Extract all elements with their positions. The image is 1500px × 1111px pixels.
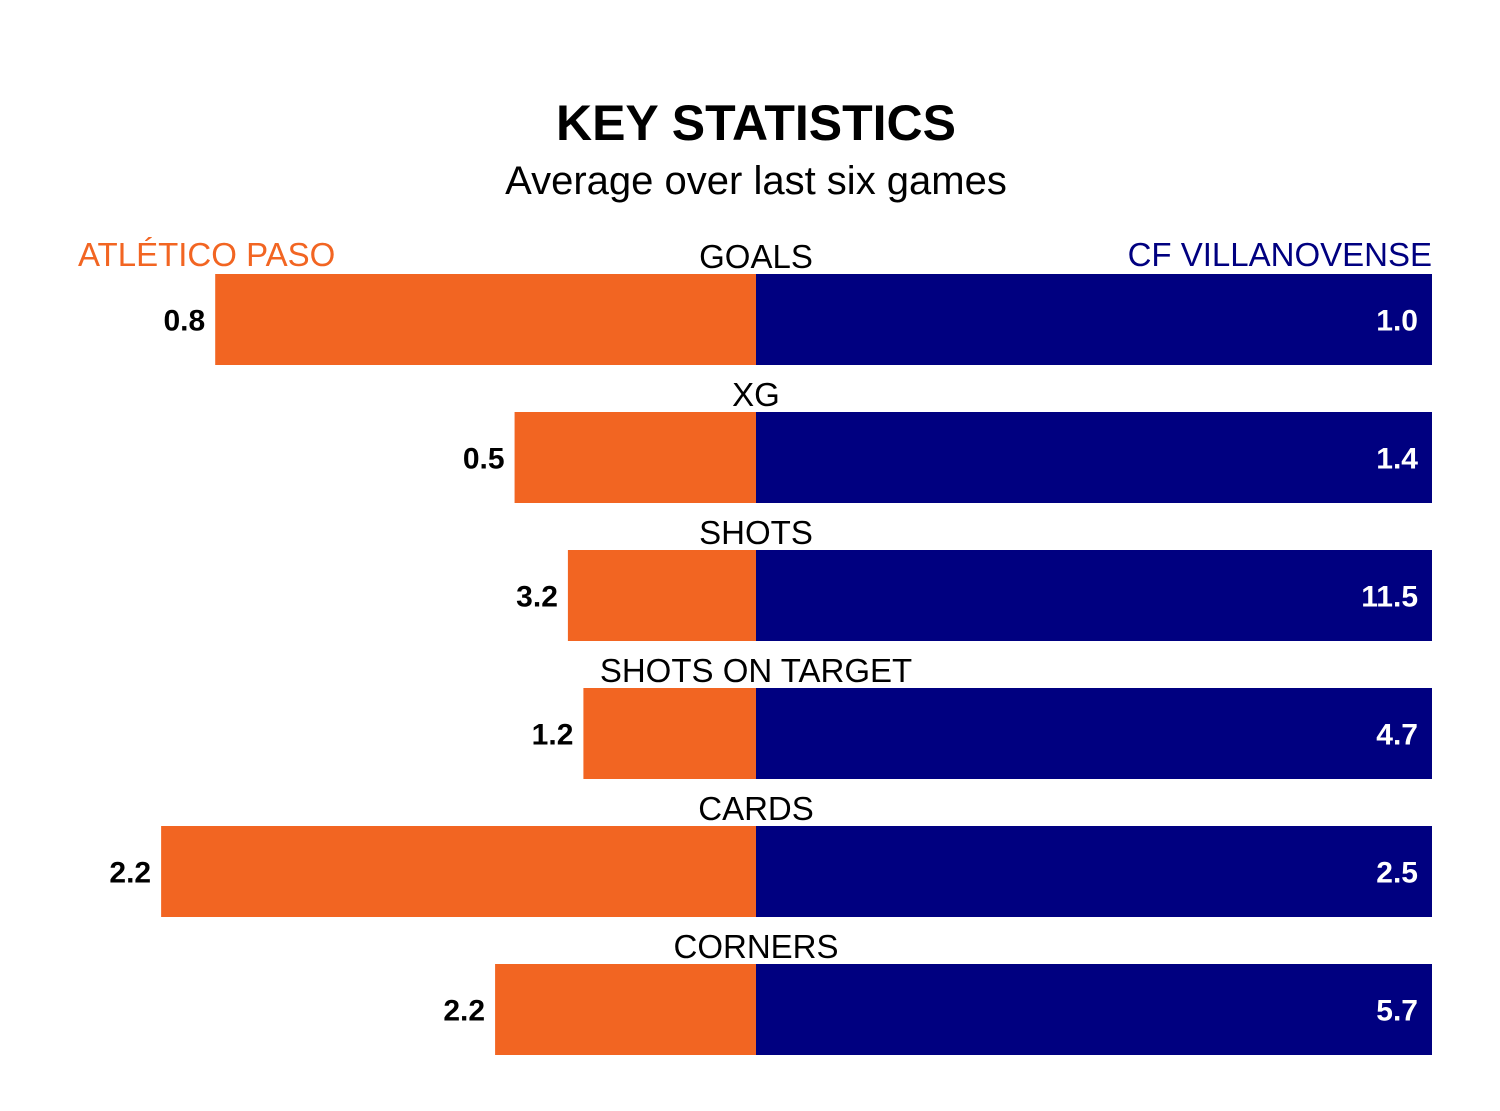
stat-row: SHOTS 3.2 11.5 [516, 514, 1432, 641]
category-label: GOALS [699, 238, 813, 275]
bar-right [756, 964, 1432, 1055]
value-label-right: 2.5 [1376, 857, 1418, 890]
bar-left [567, 550, 756, 641]
bar-left [215, 274, 756, 365]
stat-row: XG 0.5 1.4 [463, 376, 1432, 503]
category-label: SHOTS ON TARGET [600, 652, 912, 689]
bar-right [756, 826, 1432, 917]
value-label-left: 0.5 [463, 443, 505, 476]
chart-title: KEY STATISTICS [556, 95, 956, 151]
bar-right [756, 412, 1432, 503]
category-label: XG [732, 376, 780, 413]
bar-right [756, 550, 1432, 641]
value-label-left: 2.2 [109, 857, 151, 890]
category-label: SHOTS [699, 514, 813, 551]
value-label-right: 1.4 [1376, 443, 1418, 476]
chart-subtitle: Average over last six games [505, 159, 1007, 203]
value-label-right: 1.0 [1376, 305, 1418, 338]
stat-row: SHOTS ON TARGET 1.2 4.7 [532, 652, 1432, 779]
value-label-left: 1.2 [532, 719, 574, 752]
value-label-left: 0.8 [163, 305, 205, 338]
team-left-label: ATLÉTICO PASO [78, 236, 335, 273]
bar-left [161, 826, 756, 917]
bar-right [756, 688, 1432, 779]
value-label-right: 11.5 [1361, 581, 1418, 614]
bar-left [514, 412, 756, 503]
bar-rows: GOALS 0.8 1.0 XG 0.5 1.4 SHOTS 3.2 11.5 SHOTS ON … [109, 238, 1432, 1055]
bar-left [583, 688, 756, 779]
category-label: CARDS [698, 790, 814, 827]
value-label-right: 4.7 [1376, 719, 1418, 752]
stat-row: CARDS 2.2 2.5 [109, 790, 1432, 917]
category-label: CORNERS [673, 928, 838, 965]
value-label-left: 3.2 [516, 581, 558, 614]
bar-right [756, 274, 1432, 365]
team-right-label: CF VILLANOVENSE [1128, 236, 1432, 273]
value-label-right: 5.7 [1376, 995, 1418, 1028]
stat-row: GOALS 0.8 1.0 [163, 238, 1432, 365]
stat-row: CORNERS 2.2 5.7 [443, 928, 1432, 1055]
value-label-left: 2.2 [443, 995, 485, 1028]
bar-left [495, 964, 756, 1055]
